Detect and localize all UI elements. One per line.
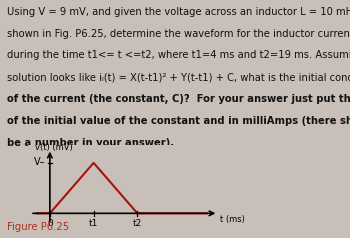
Text: shown in Fig. P6.25, determine the waveform for the inductor current: shown in Fig. P6.25, determine the wavef…	[7, 29, 350, 39]
Text: Figure P6.25: Figure P6.25	[7, 222, 69, 232]
Text: t1: t1	[89, 219, 98, 228]
Text: solution looks like iₗ(t) = X(t-t1)² + Y(t-t1) + C, what is the initial conditio: solution looks like iₗ(t) = X(t-t1)² + Y…	[7, 72, 350, 82]
Text: V–: V–	[34, 157, 46, 167]
Text: Using V = 9 mV, and given the voltage across an inductor L = 10 mH as: Using V = 9 mV, and given the voltage ac…	[7, 7, 350, 17]
Text: be a number in your answer).: be a number in your answer).	[7, 138, 174, 148]
Text: during the time t1<= t <=t2, where t1=4 ms and t2=19 ms. Assuming the: during the time t1<= t <=t2, where t1=4 …	[7, 50, 350, 60]
Text: 0: 0	[47, 219, 53, 228]
Text: of the current (the constant, C)?  For your answer just put the magnitude: of the current (the constant, C)? For yo…	[7, 94, 350, 104]
Text: t (ms): t (ms)	[220, 215, 245, 224]
Text: of the initial value of the constant and in milliAmps (there should only: of the initial value of the constant and…	[7, 116, 350, 126]
Text: v(t) (mV): v(t) (mV)	[35, 143, 72, 152]
Text: t2: t2	[133, 219, 142, 228]
